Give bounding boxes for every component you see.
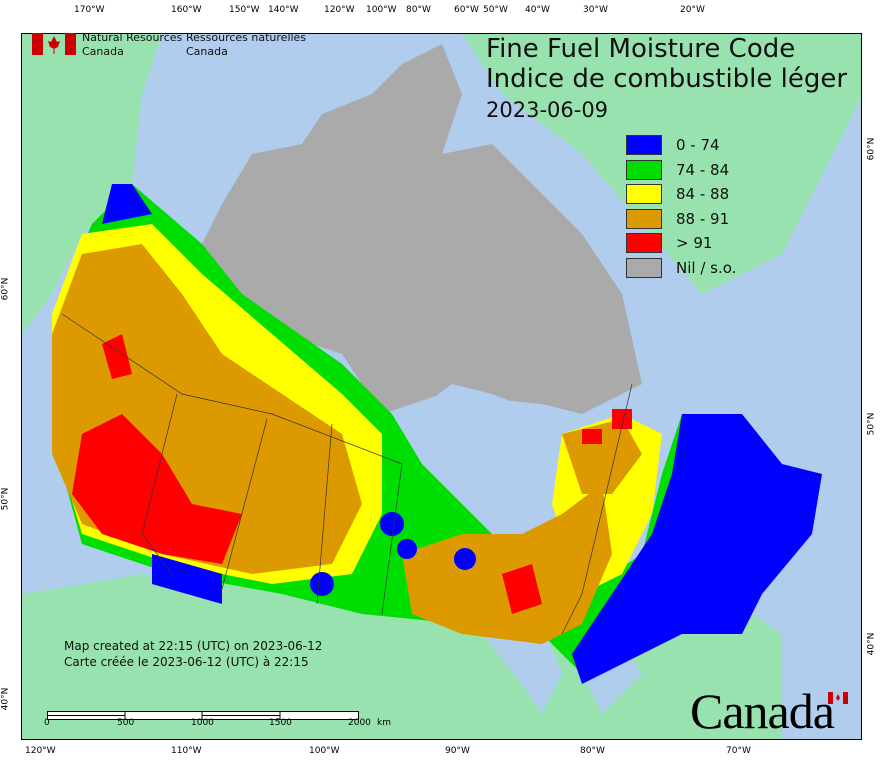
created-fr: Carte créée le 2023-06-12 (UTC) à 22:15 [64, 655, 309, 669]
map-canvas [22, 34, 861, 739]
ffmc-blue-patch [454, 548, 476, 570]
legend-label: Nil / s.o. [676, 258, 737, 277]
ffmc-blue-patch [397, 539, 417, 559]
axis-bottom-label: 110°W [171, 746, 202, 756]
axis-bottom-label: 100°W [309, 746, 340, 756]
creation-note: Map created at 22:15 (UTC) on 2023-06-12… [64, 638, 322, 670]
scale-unit: km [377, 718, 391, 728]
axis-right-label: 50°N [866, 412, 877, 436]
axis-top-label: 50°W [483, 5, 508, 15]
axis-top-label: 100°W [366, 5, 397, 15]
axis-right-label: 40°N [866, 632, 877, 656]
axis-top-label: 160°W [171, 5, 202, 15]
scale-label: 0 [44, 718, 50, 728]
legend-label: 84 - 88 [676, 185, 730, 204]
legend-swatch [626, 184, 662, 205]
alaska-land [22, 34, 162, 334]
legend: 0 - 74 74 - 84 84 - 88 88 - 91 > 91 Nil … [626, 133, 736, 280]
scale-bar-graphic [47, 711, 359, 720]
org-name-fr-1: Ressources naturelles [186, 31, 307, 44]
map-date: 2023-06-09 [486, 98, 609, 122]
legend-swatch [626, 159, 662, 180]
created-en: Map created at 22:15 (UTC) on 2023-06-12 [64, 639, 323, 653]
legend-item: 88 - 91 [626, 207, 736, 232]
ffmc-blue-patch [380, 512, 404, 536]
axis-top-label: 20°W [680, 5, 705, 15]
axis-right-label: 60°N [866, 137, 877, 161]
legend-item: 84 - 88 [626, 182, 736, 207]
canada-wordmark: Canada [690, 683, 835, 739]
ffmc-blue [102, 184, 822, 684]
axis-top-label: 150°W [229, 5, 260, 15]
scale-label: 500 [117, 718, 135, 728]
scale-label: 2000 [348, 718, 371, 728]
map-frame [21, 33, 862, 740]
org-name-en-2: Canada [82, 45, 124, 58]
axis-left-label: 60°N [0, 277, 11, 301]
axis-top-label: 30°W [583, 5, 608, 15]
ffmc-blue-patch [310, 572, 334, 596]
legend-label: > 91 [676, 234, 713, 253]
scale-label: 1000 [191, 718, 214, 728]
axis-bottom-label: 120°W [25, 746, 56, 756]
axis-left-label: 40°N [0, 687, 11, 711]
legend-swatch [626, 257, 662, 278]
axis-left-label: 50°N [0, 487, 11, 511]
usa-land [22, 574, 782, 739]
axis-top-label: 120°W [324, 5, 355, 15]
org-name-fr-2: Canada [186, 45, 228, 58]
legend-swatch [626, 233, 662, 254]
org-name-en-1: Natural Resources [82, 31, 183, 44]
ffmc-red [72, 334, 632, 614]
legend-swatch [626, 135, 662, 156]
axis-top-label: 80°W [406, 5, 431, 15]
map-title: Fine Fuel Moisture Code Indice de combus… [486, 34, 847, 94]
scale-bar: 0 500 1000 1500 2000 km [44, 706, 391, 728]
axis-bottom-label: 90°W [445, 746, 470, 756]
legend-item: > 91 [626, 231, 736, 256]
legend-swatch [626, 208, 662, 229]
legend-label: 88 - 91 [676, 209, 730, 228]
great-lakes [482, 624, 642, 714]
title-fr: Indice de combustible léger [486, 64, 848, 94]
legend-label: 0 - 74 [676, 136, 720, 155]
axis-bottom-label: 80°W [580, 746, 605, 756]
axis-top-label: 170°W [74, 5, 105, 15]
axis-bottom-label: 70°W [726, 746, 751, 756]
legend-item: 74 - 84 [626, 158, 736, 183]
axis-top-label: 60°W [454, 5, 479, 15]
title-en: Fine Fuel Moisture Code [486, 34, 796, 64]
arctic-nodata [202, 44, 642, 414]
scale-label: 1500 [269, 718, 292, 728]
canada-flag-icon [32, 33, 76, 55]
hudson-bay [412, 384, 562, 494]
wordmark-flag-icon [828, 692, 848, 704]
axis-top-label: 140°W [268, 5, 299, 15]
legend-item: 0 - 74 [626, 133, 736, 158]
legend-item: Nil / s.o. [626, 256, 736, 281]
axis-top-label: 40°W [525, 5, 550, 15]
legend-label: 74 - 84 [676, 160, 730, 179]
provincial-borders [61, 313, 633, 635]
